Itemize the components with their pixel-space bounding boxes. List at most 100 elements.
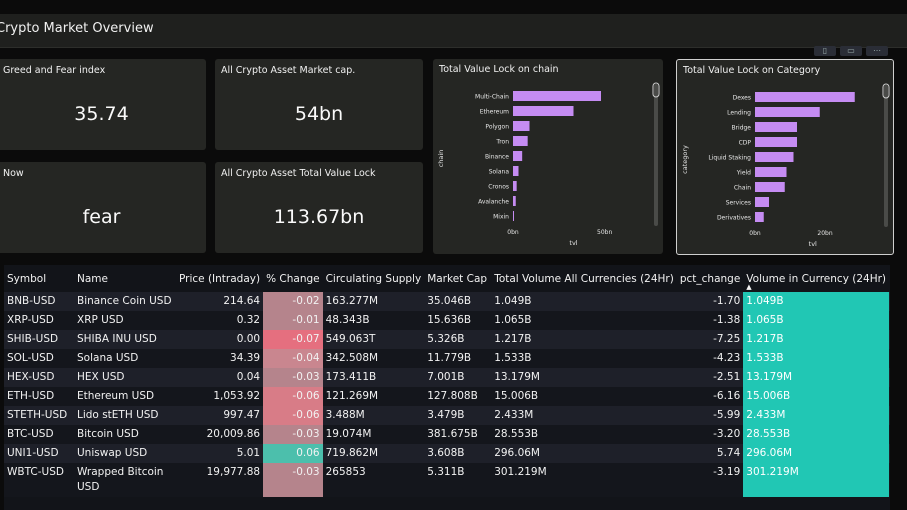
table-cell: 28.553B bbox=[743, 425, 890, 444]
table-row[interactable]: XRP-USD XRP USD 0.32 -0.01 48.343B 15.636B 1.0… bbox=[4, 311, 890, 330]
table-cell: 1.049B bbox=[743, 292, 890, 311]
table-cell: SOL-USD bbox=[4, 349, 74, 368]
table-cell: 301.219M bbox=[743, 463, 890, 497]
column-header[interactable]: Market Cap bbox=[424, 265, 492, 292]
table-cell: 121.269M bbox=[322, 387, 425, 406]
column-header[interactable]: Change bbox=[889, 265, 890, 292]
table-cell: 28.553B bbox=[491, 425, 677, 444]
tvl-chain-svg: Total Value Lock on chain Multi-Chain Ethe… bbox=[437, 64, 660, 247]
column-header[interactable]: Symbol bbox=[4, 265, 74, 292]
bar bbox=[513, 166, 519, 176]
bar-label: Lending bbox=[727, 110, 751, 117]
column-header[interactable]: Total Volume All Currencies (24Hr) bbox=[491, 265, 677, 292]
table-cell: 2.433M bbox=[491, 406, 677, 425]
table-row[interactable]: BNB-USD Binance Coin USD 214.64 -0.02 163.27… bbox=[4, 292, 890, 311]
table-cell: -1.70 bbox=[676, 292, 744, 311]
tvl-chain-chart[interactable]: Total Value Lock on chain Multi-Chain Ethe… bbox=[433, 59, 663, 254]
table-cell: 20,009.86 bbox=[176, 425, 264, 444]
table-cell: 1,053.92 bbox=[176, 387, 264, 406]
bar-label: Tron bbox=[495, 139, 509, 146]
table-cell: 0.04 bbox=[176, 368, 264, 387]
table-cell: 5.74 bbox=[676, 444, 744, 463]
table-cell: 0.06 bbox=[263, 444, 323, 463]
table-row[interactable]: HEX-USD HEX USD 0.04 -0.03 173.411B 7.001B 13.… bbox=[4, 368, 890, 387]
greed-fear-card: Greed and Fear index 35.74 bbox=[0, 59, 206, 150]
bar-label: Dexes bbox=[733, 95, 751, 102]
table-row[interactable]: ETH-USD Ethereum USD 1,053.92 -0.06 121.269M… bbox=[4, 387, 890, 406]
table-cell: Lido stETH USD bbox=[74, 406, 176, 425]
bar-label: Liquid Staking bbox=[708, 155, 751, 162]
table-cell: 11.779B bbox=[424, 349, 492, 368]
bar bbox=[755, 122, 797, 132]
table-row[interactable]: SOL-USD Solana USD 34.39 -0.04 342.508M 11.77… bbox=[4, 349, 890, 368]
table-cell: 0.27 bbox=[889, 444, 890, 463]
bar-label: Chain bbox=[734, 185, 751, 192]
total-value-lock-card: All Crypto Asset Total Value Lock 113.67… bbox=[215, 162, 423, 253]
table-cell: 7.001B bbox=[424, 368, 492, 387]
table-cell: 381.675B bbox=[424, 425, 492, 444]
scrollbar-track bbox=[884, 85, 888, 227]
table-cell: 1.533B bbox=[491, 349, 677, 368]
bar-label: Cronos bbox=[488, 184, 509, 191]
table-row[interactable]: STETH-USD Lido stETH USD 997.47 -0.06 3.488M… bbox=[4, 406, 890, 425]
table-cell: STETH-USD bbox=[4, 406, 74, 425]
bar bbox=[755, 92, 855, 102]
bar bbox=[755, 137, 797, 147]
table-cell: 214.64 bbox=[176, 292, 264, 311]
table-row[interactable]: WBTC-USD Wrapped Bitcoin USD 19,977.88 -0.0… bbox=[4, 463, 890, 497]
table-cell: 3.479B bbox=[424, 406, 492, 425]
column-header[interactable]: Volume in Currency (24Hr) ▲ bbox=[743, 265, 890, 292]
bar-label: CDP bbox=[739, 140, 752, 147]
table-cell: 1.217B bbox=[491, 330, 677, 349]
download-icon[interactable]: ▯ bbox=[814, 46, 836, 56]
table-cell: 549.063T bbox=[322, 330, 425, 349]
table-cell: 1.065B bbox=[743, 311, 890, 330]
table-row[interactable]: BTC-USD Bitcoin USD 20,009.86 -0.03 19.074M 3… bbox=[4, 425, 890, 444]
expand-icon[interactable]: ▭ bbox=[840, 46, 862, 56]
bar-label: Services bbox=[726, 200, 751, 207]
table-cell: -657.91 bbox=[889, 463, 890, 497]
table-cell: 2.433M bbox=[743, 406, 890, 425]
table-cell: -1.52 bbox=[889, 349, 890, 368]
market-cap-card: All Crypto Asset Market cap. 54bn bbox=[215, 59, 423, 150]
bar-label: Avalanche bbox=[478, 199, 509, 206]
table-cell: Binance Coin USD bbox=[74, 292, 176, 311]
tvl-category-chart[interactable]: Total Value Lock on Category Dexes Lending… bbox=[676, 59, 894, 255]
column-header[interactable]: Price (Intraday) bbox=[176, 265, 264, 292]
scrollbar-track bbox=[654, 84, 658, 226]
crypto-table-container[interactable]: Symbol Name Price (Intraday)% Change Circul… bbox=[4, 265, 890, 510]
table-cell: -63.57 bbox=[889, 406, 890, 425]
column-header[interactable]: pct_change bbox=[676, 265, 744, 292]
column-header[interactable]: Name bbox=[74, 265, 176, 292]
table-cell: -0.02 bbox=[263, 292, 323, 311]
column-header[interactable]: Circulating Supply bbox=[322, 265, 425, 292]
table-cell: Bitcoin USD bbox=[74, 425, 176, 444]
more-options-icon[interactable]: ⋯ bbox=[866, 46, 888, 56]
bar-label: Yield bbox=[736, 170, 751, 177]
chart-title: Total Value Lock on chain bbox=[438, 64, 559, 75]
table-cell: 15.006B bbox=[491, 387, 677, 406]
table-cell: 1.533B bbox=[743, 349, 890, 368]
table-cell: 19.074M bbox=[322, 425, 425, 444]
x-tick-label: 50bn bbox=[597, 229, 612, 236]
bar bbox=[513, 196, 516, 206]
table-cell: -3.20 bbox=[676, 425, 744, 444]
table-cell: SHIB-USD bbox=[4, 330, 74, 349]
card-value: fear bbox=[82, 206, 121, 228]
bar bbox=[755, 167, 787, 177]
table-header-row: Symbol Name Price (Intraday)% Change Circul… bbox=[4, 265, 890, 292]
y-axis-label: chain bbox=[437, 150, 445, 168]
table-cell: 719.862M bbox=[322, 444, 425, 463]
table-row[interactable]: UNI1-USD Uniswap USD 5.01 0.06 719.862M 3.608… bbox=[4, 444, 890, 463]
column-header[interactable]: % Change bbox=[263, 265, 323, 292]
sort-ascending-icon[interactable]: ▲ bbox=[746, 283, 752, 291]
x-tick-label: 0bn bbox=[507, 229, 519, 236]
table-cell: 997.47 bbox=[176, 406, 264, 425]
table-cell: ETH-USD bbox=[4, 387, 74, 406]
table-cell: 173.411B bbox=[322, 368, 425, 387]
table-cell: 15.006B bbox=[743, 387, 890, 406]
table-cell: BTC-USD bbox=[4, 425, 74, 444]
table-cell: Wrapped Bitcoin USD bbox=[74, 463, 176, 497]
table-cell: 48.343B bbox=[322, 311, 425, 330]
table-row[interactable]: SHIB-USD SHIBA INU USD 0.00 -0.07 549.063T 5.… bbox=[4, 330, 890, 349]
